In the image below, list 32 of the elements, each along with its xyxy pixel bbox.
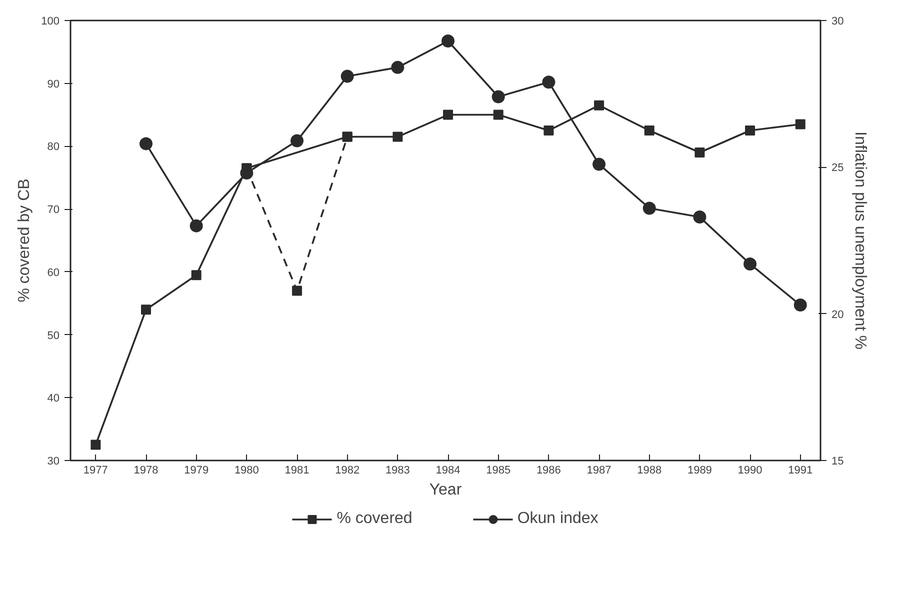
x-tick-label: 1977	[83, 464, 108, 476]
x-tick-label: 1986	[536, 464, 561, 476]
y-tick-label: 50	[47, 330, 60, 342]
y-tick-label: 70	[47, 204, 60, 216]
x-tick-label: 1990	[738, 464, 762, 476]
y-axis-title: % covered by CB	[16, 178, 34, 302]
x-tick-label: 1980	[234, 464, 259, 476]
x-tick-label: 1982	[335, 464, 360, 476]
x-axis-title: Year	[429, 482, 462, 498]
y-tick-label: 80	[47, 141, 60, 154]
x-tick-label: 1989	[687, 464, 712, 476]
x-tick-label: 1981	[284, 464, 310, 476]
y2-tick-label: 25	[832, 162, 844, 174]
y2-axis-title: Inflation plus unemployment %	[852, 132, 869, 350]
y-tick-label: 60	[47, 266, 60, 279]
x-tick-label: 1988	[637, 464, 662, 476]
x-tick-label: 1979	[184, 464, 209, 476]
y2-tick-label: 15	[832, 456, 844, 468]
legend-label: % covered	[336, 510, 412, 528]
x-tick-label: 1978	[134, 464, 158, 476]
y-tick-label: 40	[47, 392, 60, 405]
legend-label: Okun index	[517, 510, 598, 528]
y2-tick-label: 20	[832, 308, 844, 321]
x-tick-label: 1987	[586, 464, 612, 476]
y-tick-label: 90	[47, 78, 60, 90]
x-tick-label: 1991	[788, 464, 813, 476]
x-tick-label: 1984	[436, 464, 460, 476]
x-tick-label: 1983	[385, 464, 410, 476]
x-tick-label: 1985	[486, 464, 511, 476]
y2-tick-label: 30	[832, 16, 844, 28]
y-tick-label: 30	[47, 456, 60, 468]
y-tick-label: 100	[41, 16, 60, 28]
